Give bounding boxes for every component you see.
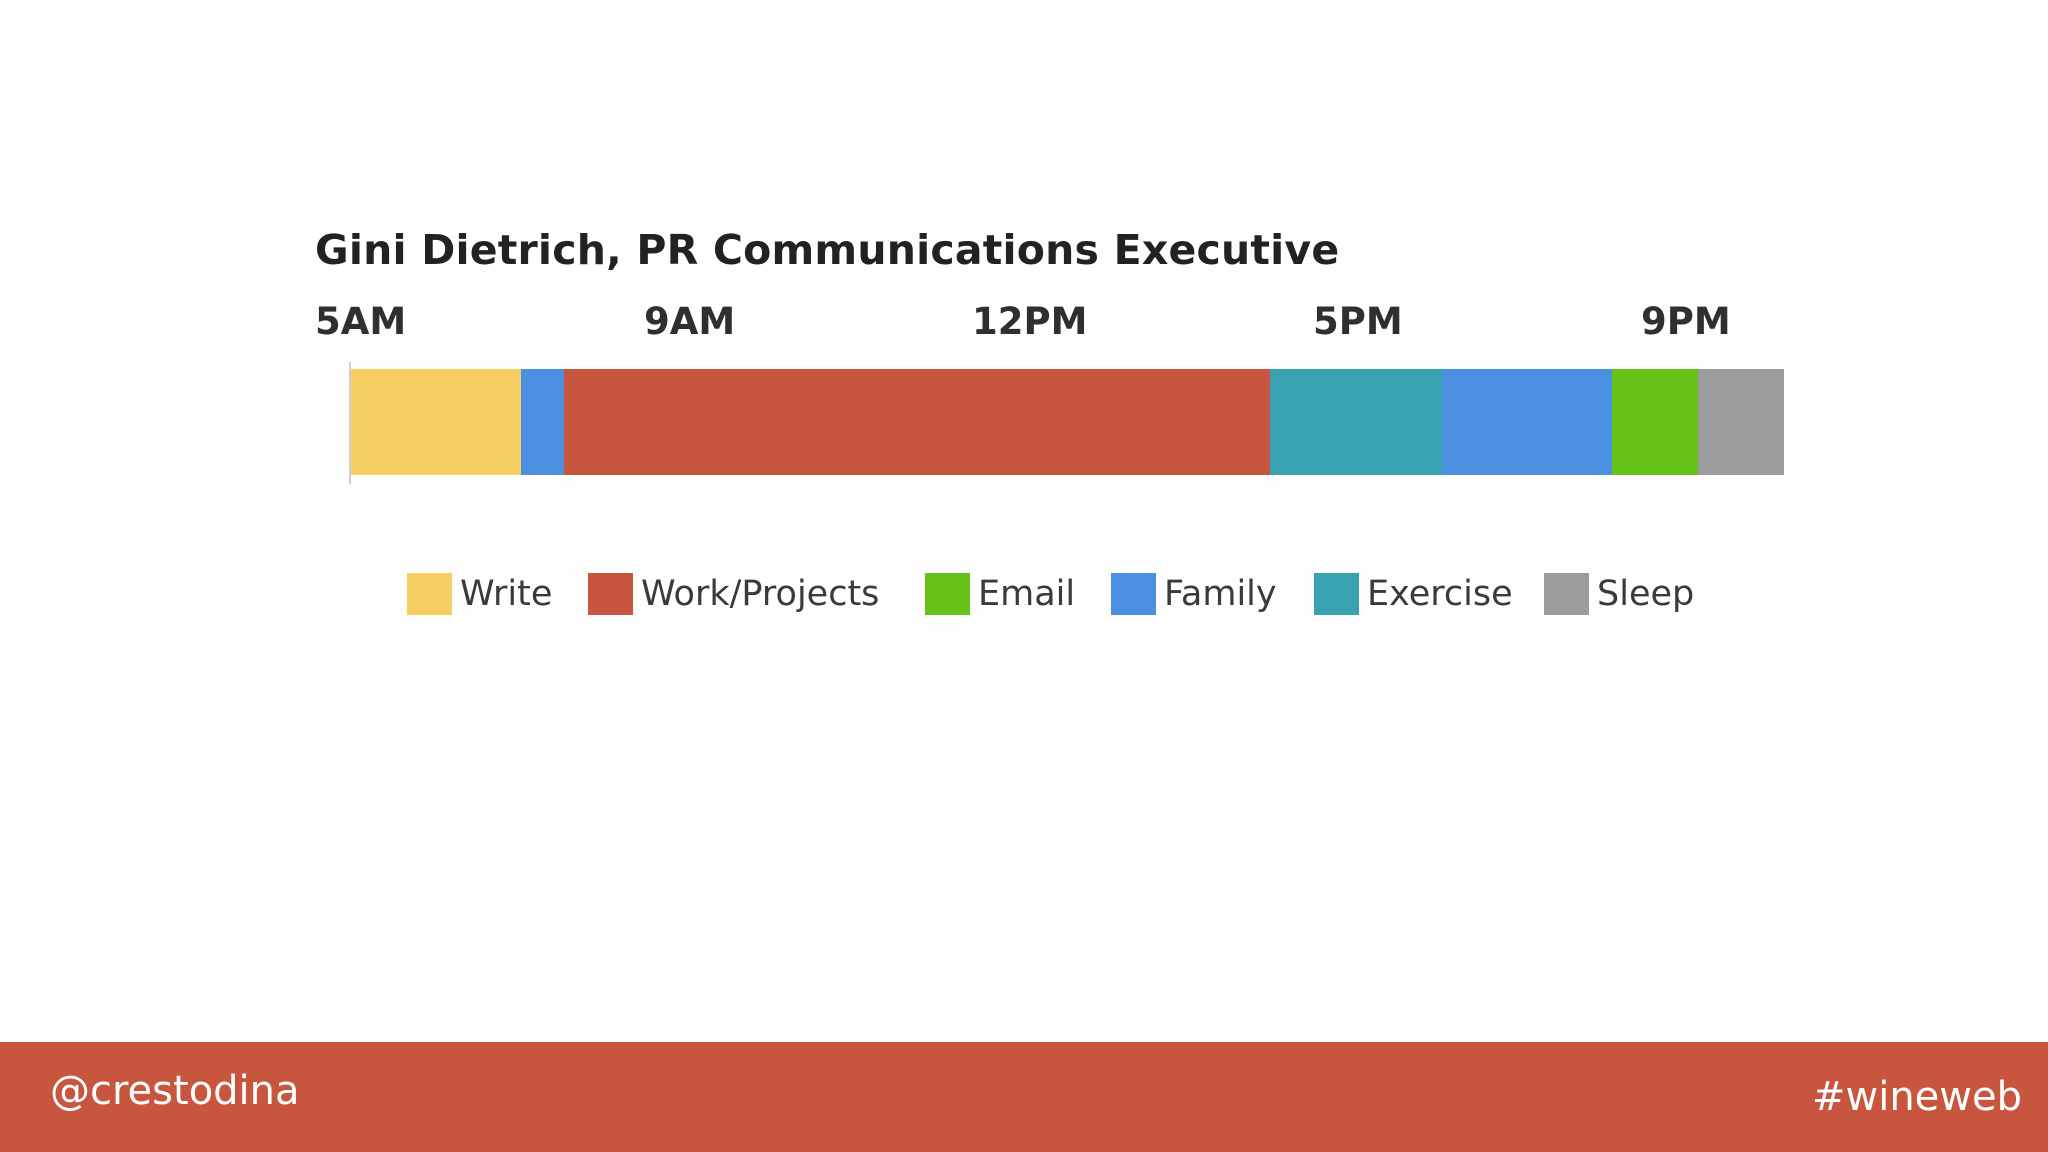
chart-title: Gini Dietrich, PR Communications Executi… bbox=[315, 226, 1340, 274]
legend-item-work-projects: Work/Projects bbox=[588, 566, 879, 622]
legend-item-write: Write bbox=[407, 566, 552, 622]
bar-segment-family-4 bbox=[1442, 369, 1612, 475]
bar-segment-work-projects-2 bbox=[564, 369, 1270, 475]
footer-handle: @crestodina bbox=[50, 1068, 300, 1114]
bar-segment-email-5 bbox=[1612, 369, 1698, 475]
stacked-bar bbox=[349, 369, 1784, 475]
tick-label-9pm: 9PM bbox=[1641, 300, 1731, 343]
legend-swatch-email bbox=[925, 573, 970, 615]
bar-segment-write-0 bbox=[349, 369, 521, 475]
legend-label-work-projects: Work/Projects bbox=[641, 574, 880, 614]
legend-item-sleep: Sleep bbox=[1544, 566, 1694, 622]
legend-item-family: Family bbox=[1111, 566, 1277, 622]
legend-label-exercise: Exercise bbox=[1367, 574, 1513, 614]
footer-bar: @crestodina #wineweb bbox=[0, 1042, 2048, 1152]
legend-swatch-exercise bbox=[1314, 573, 1359, 615]
legend-label-write: Write bbox=[460, 574, 553, 614]
legend-swatch-sleep bbox=[1544, 573, 1589, 615]
bar-segment-exercise-3 bbox=[1270, 369, 1442, 475]
bar-axis-line bbox=[349, 362, 351, 484]
legend-swatch-family bbox=[1111, 573, 1156, 615]
legend-item-exercise: Exercise bbox=[1314, 566, 1513, 622]
bar-segment-sleep-6 bbox=[1698, 369, 1784, 475]
tick-label-5pm: 5PM bbox=[1313, 300, 1403, 343]
tick-label-9am: 9AM bbox=[644, 300, 736, 343]
bar-segment-family-1 bbox=[521, 369, 564, 475]
legend-item-email: Email bbox=[925, 566, 1075, 622]
legend-label-email: Email bbox=[978, 574, 1076, 614]
footer-hashtag: #wineweb bbox=[1811, 1074, 2022, 1120]
legend: Write Work/Projects Email Family Exercis… bbox=[0, 566, 2048, 622]
legend-label-family: Family bbox=[1164, 574, 1277, 614]
legend-swatch-work-projects bbox=[588, 573, 633, 615]
legend-label-sleep: Sleep bbox=[1597, 574, 1695, 614]
tick-label-5am: 5AM bbox=[315, 300, 407, 343]
legend-swatch-write bbox=[407, 573, 452, 615]
tick-label-12pm: 12PM bbox=[972, 300, 1088, 343]
